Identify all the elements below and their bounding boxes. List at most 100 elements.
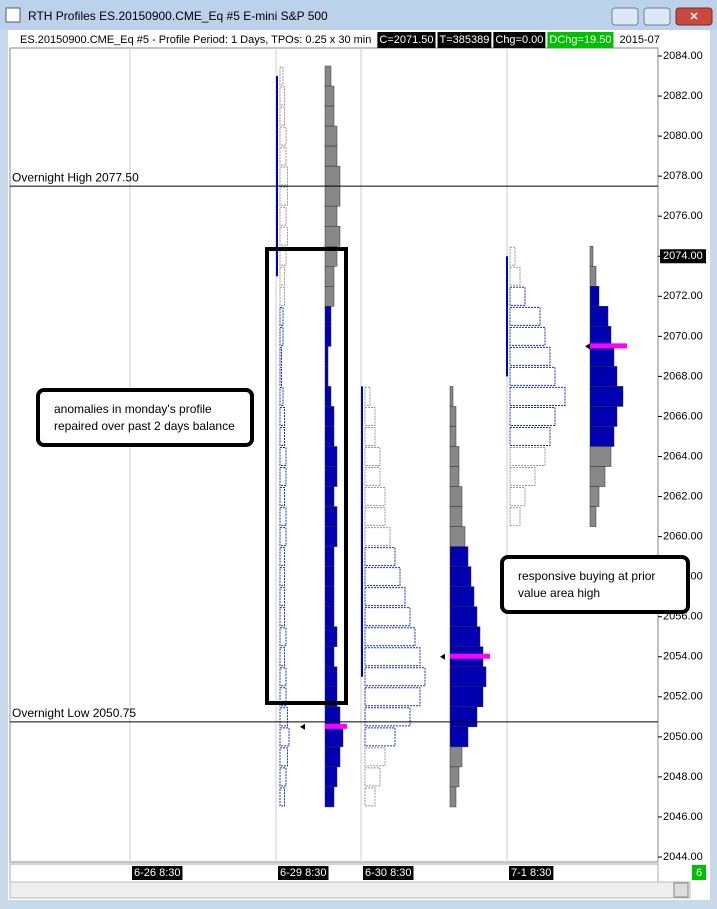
header-field-box: [547, 32, 614, 48]
page-badge: 6: [696, 867, 702, 879]
profile-bar: [324, 706, 341, 728]
profile-bar: [449, 506, 463, 527]
profile-bar: [589, 245, 594, 267]
tpo-row: [279, 66, 284, 86]
y-tick-label: 2048.00: [663, 771, 703, 783]
profile-bar: [324, 125, 338, 147]
tpo-row: [279, 587, 285, 607]
tpo-row: [364, 487, 386, 507]
tpo-row: [279, 487, 285, 507]
profile-bar: [324, 165, 341, 187]
tpo-row: [509, 386, 566, 406]
y-tick-label: 2050.00: [663, 731, 703, 743]
header-field-box: [493, 32, 546, 48]
close-marker: [300, 723, 305, 730]
header-field: Chg=0.00: [495, 34, 543, 46]
tpo-row: [279, 467, 287, 487]
session-label-box: [363, 866, 414, 880]
y-tick-label: 2070.00: [663, 330, 703, 342]
y-tick-label: 2072.00: [663, 290, 703, 302]
tpo-row: [364, 767, 381, 787]
profile-bar: [324, 786, 335, 808]
tpo-row: [279, 126, 287, 146]
tpo-row: [364, 727, 396, 747]
tpo-row: [279, 146, 287, 166]
tpo-row: [279, 186, 288, 206]
profile-bar: [449, 586, 475, 607]
profile-bar: [449, 406, 457, 427]
tpo-row: [279, 787, 285, 807]
y-tick-highlight: [660, 249, 706, 264]
tpo-row: [279, 386, 284, 406]
tpo-row: [364, 567, 401, 587]
tpo-row: [364, 687, 421, 707]
profile-bar: [324, 85, 335, 107]
profile-bar: [449, 526, 466, 547]
profile-bar: [589, 346, 615, 367]
scrollbar[interactable]: [9, 881, 691, 899]
tpo-row: [279, 547, 285, 567]
session-label: 6-26 8:30: [134, 867, 180, 879]
profile-bar: [324, 486, 335, 507]
profile-bar: [589, 486, 600, 507]
profile-bar: [589, 406, 618, 427]
profile-bar: [324, 105, 335, 127]
scroll-thumb[interactable]: [673, 882, 689, 898]
y-tick-label: 2082.00: [663, 90, 703, 102]
profile-bar: [589, 266, 597, 287]
header-field: T=385389: [440, 34, 490, 46]
maximize-button[interactable]: [643, 7, 671, 26]
close-glyph: ✕: [689, 11, 698, 23]
app-icon: [5, 7, 21, 23]
header-field-box: [437, 32, 492, 48]
tpo-row: [279, 86, 285, 106]
tpo-row: [279, 647, 285, 667]
tpo-row: [364, 386, 371, 406]
tpo-row: [364, 507, 386, 527]
tpo-row: [509, 326, 546, 346]
header-description: ES.20150900.CME_Eq #5 - Profile Period: …: [20, 34, 371, 46]
profile-bar: [449, 786, 457, 808]
profile-bar: [324, 286, 335, 307]
session-label: 7-1 8:30: [511, 867, 551, 879]
tpo-row: [279, 687, 287, 707]
highlight-box: [265, 247, 348, 705]
profile-bar: [324, 346, 329, 367]
profile-bar: [324, 225, 341, 247]
callout-text: repaired over past 2 days balance: [54, 419, 235, 433]
profile-bar: [324, 426, 335, 447]
tpo-row: [279, 426, 285, 446]
close-button[interactable]: [675, 7, 713, 26]
y-tick-label: 2060.00: [663, 531, 703, 543]
tpo-row: [509, 507, 521, 527]
tpo-row: [279, 366, 282, 386]
tpo-row: [509, 366, 556, 386]
tpo-row: [279, 346, 282, 366]
profile-bar: [449, 766, 460, 788]
tpo-row: [364, 527, 391, 547]
profile-bar: [589, 446, 612, 467]
tpo-row: [279, 326, 284, 346]
y-tick-label: 2052.00: [663, 691, 703, 703]
poc: [590, 343, 627, 349]
tpo-row: [509, 286, 526, 306]
profile-bar: [324, 326, 332, 347]
profile-bar: [324, 366, 329, 387]
time-axis: [9, 863, 659, 883]
tpo-row: [279, 627, 287, 647]
profile-bar: [324, 185, 341, 207]
profile-bar: [589, 426, 615, 447]
profile-bar: [324, 306, 332, 327]
tpo-row: [279, 767, 287, 787]
tpo-row: [279, 527, 287, 547]
minimize-button[interactable]: [611, 7, 639, 26]
profile-bar: [324, 406, 335, 427]
tpo-row: [279, 406, 285, 426]
page-badge-box: [692, 865, 706, 880]
callout-text: anomalies in monday's profile: [54, 402, 212, 416]
tpo-row: [364, 607, 411, 627]
profile-bar: [324, 746, 341, 768]
poc: [450, 653, 490, 659]
y-tick-label: 2084.00: [663, 50, 703, 62]
